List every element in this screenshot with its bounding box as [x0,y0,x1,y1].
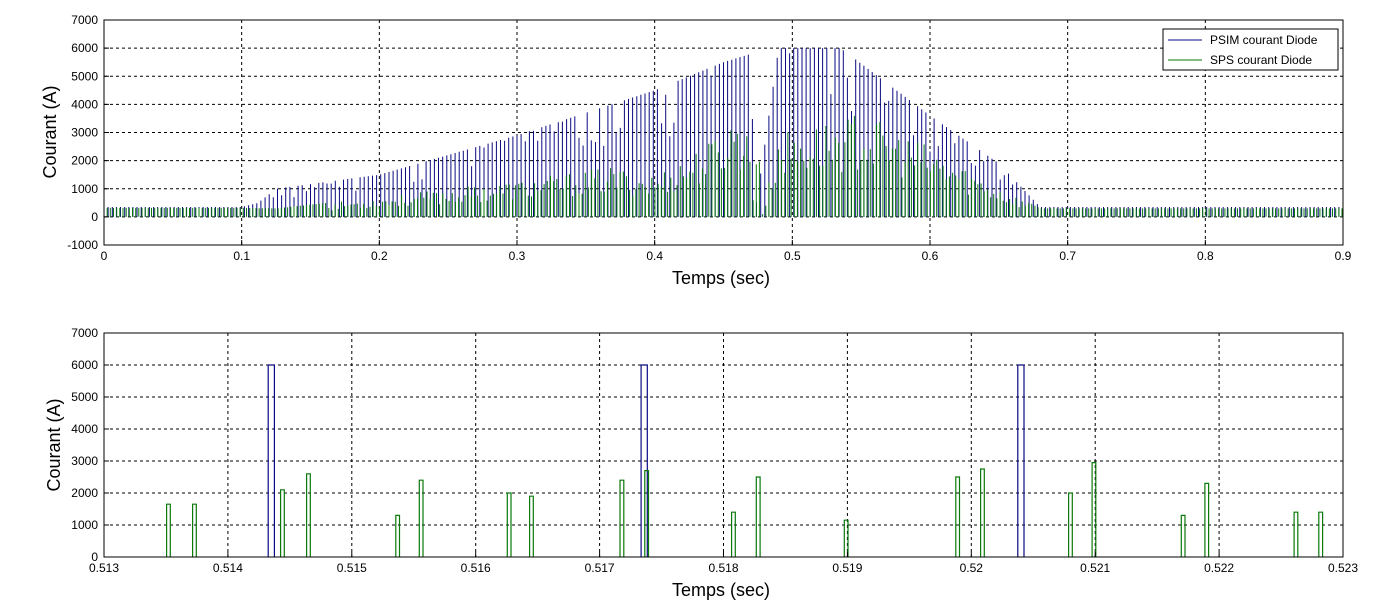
bottom-plot-grid [104,333,1343,557]
x-tick-label: 0.514 [213,561,243,575]
spike-sps [506,492,512,557]
y-tick-label: 7000 [71,13,98,27]
bottom-plot-tick-labels: 0.513 0.514 0.515 0.516 0.517 0.518 0.519 0.52 0… [71,326,1358,575]
y-tick-label: 2000 [71,154,98,168]
spike-psim [267,364,275,557]
x-tick-label: 0.513 [89,561,119,575]
top-plot: 0 0.1 0.2 0.3 0.4 0.5 0.6 0.7 0.8 0.9-10000100020… [40,13,1352,288]
spike-sps [166,503,171,557]
legend: PSIM courant Diode SPS courant Diode [1162,28,1339,71]
bottom-x-axis-label: Temps (sec) [672,580,770,600]
y-tick-label: 3000 [71,126,98,140]
y-tick-label: 3000 [71,454,98,468]
spike-sps [280,489,285,557]
y-tick-label: 5000 [71,390,98,404]
x-tick-label: 0.3 [509,249,526,263]
spike-sps [1204,482,1210,557]
spike-sps [644,470,650,557]
bottom-y-axis-label: Courant (A) [44,398,64,491]
spike-sps [1318,511,1324,557]
spike-psim [1017,364,1025,557]
spike-sps [529,495,534,557]
spike-sps [843,519,849,557]
legend-label-sps: SPS courant Diode [1210,53,1312,67]
y-tick-label: 4000 [71,422,98,436]
y-tick-label: 1000 [71,182,98,196]
legend-label-psim: PSIM courant Diode [1210,33,1318,47]
spike-sps [1068,492,1073,557]
y-tick-label: 4000 [71,97,98,111]
top-x-axis-label: Temps (sec) [672,268,770,288]
y-tick-label: 1000 [71,518,98,532]
top-plot-tick-labels: 0 0.1 0.2 0.3 0.4 0.5 0.6 0.7 0.8 0.9-10000100020… [67,13,1351,263]
x-tick-label: 0.52 [960,561,984,575]
spike-sps [192,503,197,557]
spike-sps [1180,514,1186,557]
spike-sps [418,479,424,557]
spike-sps [955,476,961,557]
y-tick-label: 0 [91,210,98,224]
y-tick-label: 6000 [71,41,98,55]
x-tick-label: 0.517 [585,561,615,575]
x-tick-label: 0.522 [1204,561,1234,575]
spike-psim [640,364,648,557]
top-y-axis-label: Courant (A) [40,85,60,178]
spike-sps [1293,511,1299,557]
spike-sps [755,476,761,557]
x-tick-label: 0.5 [784,249,801,263]
spike-sps [619,479,625,557]
x-tick-label: 0.2 [371,249,388,263]
legend-box [1162,28,1339,71]
x-tick-label: 0.9 [1335,249,1352,263]
x-tick-label: 0.1 [233,249,250,263]
x-tick-label: 0.515 [337,561,367,575]
x-tick-label: 0.523 [1328,561,1358,575]
y-tick-label: 7000 [71,326,98,340]
y-tick-label: 5000 [71,69,98,83]
x-tick-label: 0.521 [1080,561,1110,575]
x-tick-label: 0.8 [1197,249,1214,263]
x-tick-label: 0.6 [922,249,939,263]
spike-sps [980,468,985,557]
y-tick-label: -1000 [67,238,98,252]
y-tick-label: 0 [91,550,98,564]
spike-sps [395,514,401,557]
x-tick-label: 0.519 [832,561,862,575]
y-tick-label: 6000 [71,358,98,372]
x-tick-label: 0.4 [646,249,663,263]
x-tick-label: 0.7 [1059,249,1076,263]
x-tick-label: 0.516 [461,561,491,575]
bottom-plot: 0.513 0.514 0.515 0.516 0.517 0.518 0.519 0.52 0… [44,326,1358,600]
spike-sps [731,511,736,557]
spike-sps [1091,462,1097,557]
x-tick-label: 0.518 [708,561,738,575]
y-tick-label: 2000 [71,486,98,500]
spike-sps [306,473,311,557]
x-tick-label: 0 [101,249,108,263]
